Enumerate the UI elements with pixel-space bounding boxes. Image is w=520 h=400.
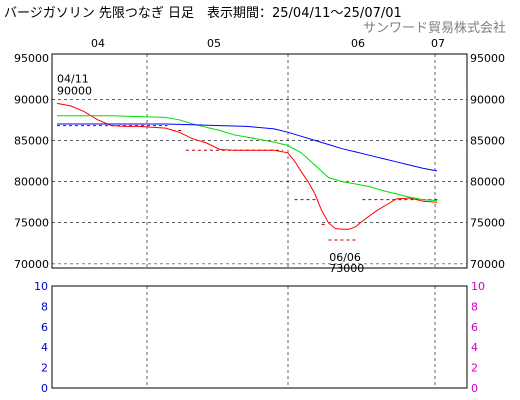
y-tick-label-left: 70000 [14,258,49,271]
sub-axis-right-ticks: 10 8 6 4 2 0 [471,280,485,395]
x-axis-ticks: 04 05 06 07 [91,37,445,50]
y-axis-right-ticks: 95000 90000 85000 80000 75000 70000 [470,52,505,271]
y-tick-label-right: 95000 [470,52,505,65]
sub-plot-frame [51,285,468,389]
ma_short-line [57,115,438,201]
y-tick-label-right: 70000 [470,258,505,271]
x-tick-label: 07 [431,37,445,50]
y-tick-label-right: 80000 [470,176,505,189]
sub-tick-label-right: 0 [471,382,478,395]
x-tick-label: 06 [351,37,365,50]
y-axis-left-ticks: 95000 90000 85000 80000 75000 70000 [14,52,49,271]
sub-tick-label-right: 6 [471,321,478,334]
price-line [56,102,438,230]
annotation-date: 04/11 [57,72,89,85]
sub-axis-left-ticks: 10 8 6 4 2 0 [34,280,48,395]
annotation-price: 90000 [57,84,92,97]
y-tick-label-left: 75000 [14,217,49,230]
y-tick-label-right: 90000 [470,93,505,106]
ma_long-line [57,123,438,172]
y-tick-label-left: 95000 [14,52,49,65]
sub-tick-label-left: 10 [34,280,48,293]
sub-tick-label-right: 2 [471,362,478,375]
main-grid [52,54,467,268]
y-tick-label-left: 90000 [14,93,49,106]
annotation-date: 06/06 [329,251,361,264]
sub-tick-label-left: 6 [41,321,48,334]
sub-grid [146,286,436,388]
y-tick-label-left: 80000 [14,176,49,189]
y-tick-label-right: 85000 [470,134,505,147]
sub-tick-label-left: 0 [41,382,48,395]
sub-tick-label-right: 4 [471,341,478,354]
sub-tick-label-right: 10 [471,280,485,293]
x-tick-label: 05 [207,37,221,50]
chart-title: バージガソリン 先限つなぎ 日足 表示期間：25/04/11～25/07/01 [4,6,402,21]
sub-tick-label-left: 2 [41,362,48,375]
price-series [56,102,438,230]
x-tick-label: 04 [91,37,105,50]
sub-tick-label-right: 8 [471,300,478,313]
sub-tick-label-left: 4 [41,341,48,354]
y-tick-label-right: 75000 [470,217,505,230]
sub-tick-label-left: 8 [41,300,48,313]
sub-plot-border [51,285,468,389]
main-plot-frame [51,53,468,269]
company-name: サンワード貿易株式会社 [362,21,506,36]
main-plot-border [51,53,468,269]
annotation-price: 73000 [329,262,364,275]
y-tick-label-left: 85000 [14,134,49,147]
